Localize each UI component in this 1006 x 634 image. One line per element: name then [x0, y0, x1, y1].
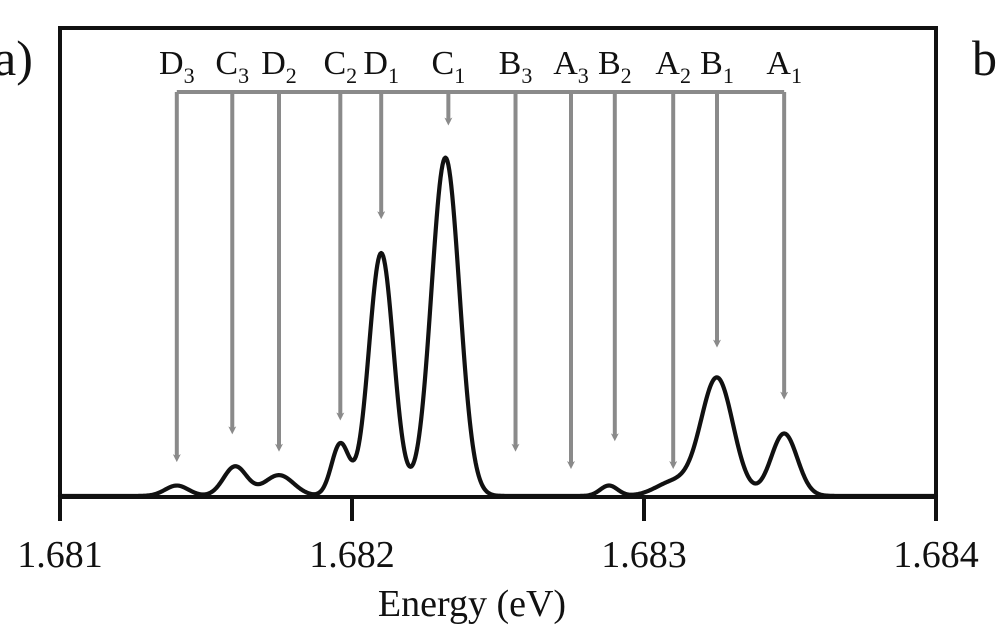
peak-label-c1: C1 [432, 45, 466, 88]
spectrum-line [57, 155, 939, 499]
x-axis-ticks [58, 497, 938, 521]
peak-label-a1: A1 [766, 45, 802, 88]
x-tick-label: 1.682 [309, 534, 395, 576]
x-tick-label: 1.681 [17, 534, 103, 576]
peak-label-c2: C2 [323, 45, 357, 88]
peak-label-d1: D1 [363, 45, 399, 88]
peak-label-b3: B3 [499, 45, 533, 88]
peak-label-a2: A2 [655, 45, 691, 88]
x-axis-tick-labels: 1.681 1.682 1.683 1.684 [17, 534, 979, 576]
plot-frame [58, 26, 938, 499]
peak-label-d2: D2 [261, 45, 297, 88]
next-panel-label: b [972, 30, 997, 86]
peak-markers: D3 C3 D2 C2 D1 C1 B3 A3 B2 A2 B1 A1 [159, 45, 802, 470]
peak-label-a3: A3 [553, 45, 589, 88]
peak-label-b1: B1 [700, 45, 734, 88]
peak-label-d3: D3 [159, 45, 195, 88]
panel-label: a) [0, 30, 33, 86]
peak-label-c3: C3 [215, 45, 249, 88]
x-axis-label: Energy (eV) [378, 583, 566, 625]
peak-label-b2: B2 [598, 45, 632, 88]
x-tick-label: 1.683 [601, 534, 687, 576]
x-tick-label: 1.684 [893, 534, 979, 576]
